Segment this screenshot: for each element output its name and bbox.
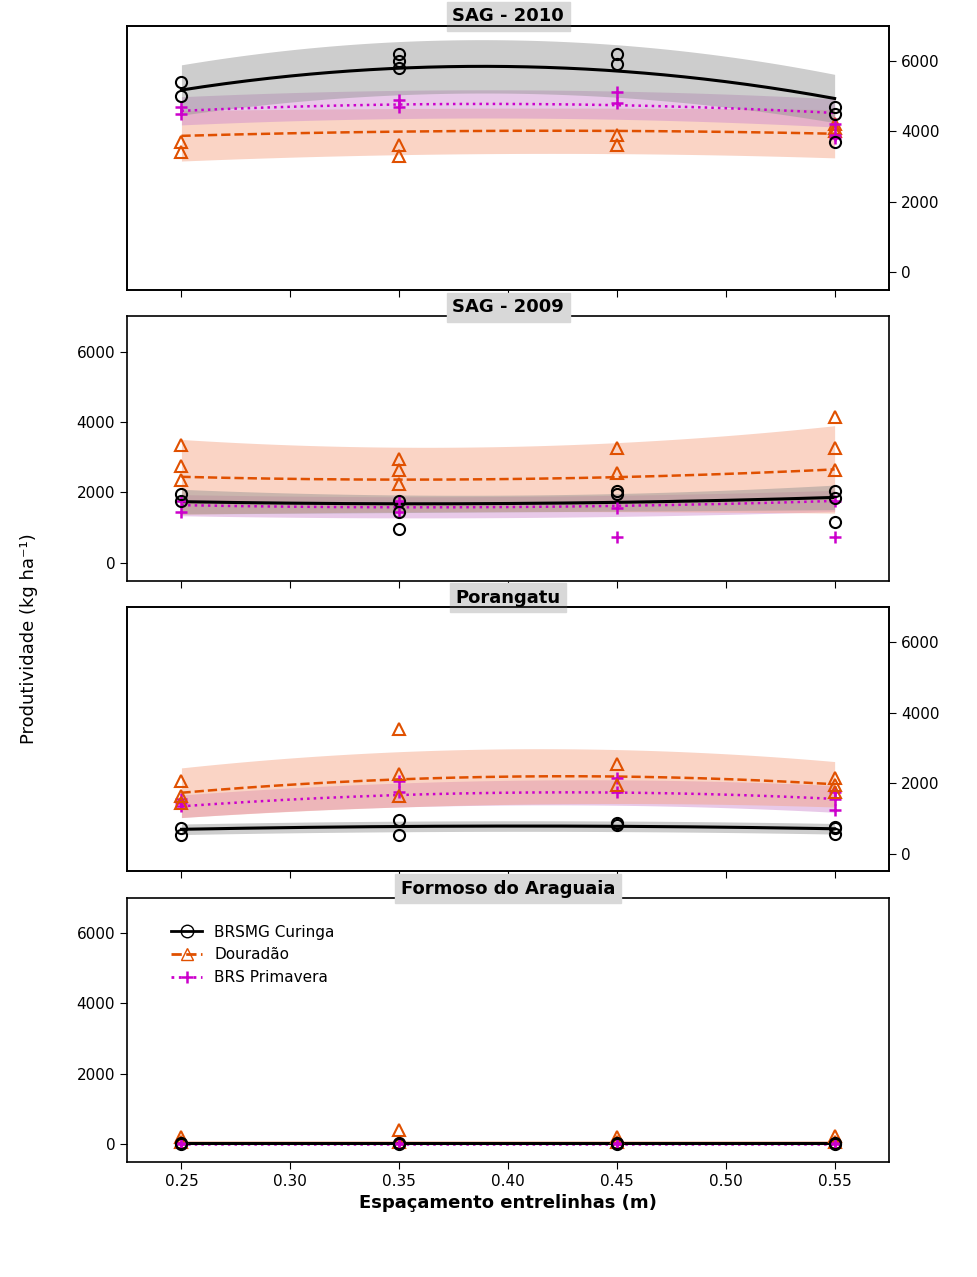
Title: Porangatu: Porangatu	[455, 589, 561, 607]
X-axis label: Espaçamento entrelinhas (m): Espaçamento entrelinhas (m)	[360, 1194, 657, 1212]
Title: SAG - 2010: SAG - 2010	[452, 8, 564, 26]
Legend: BRSMG Curinga, Douradão, BRS Primavera: BRSMG Curinga, Douradão, BRS Primavera	[165, 918, 341, 991]
Text: Produtividade (kg ha⁻¹): Produtividade (kg ha⁻¹)	[21, 533, 38, 744]
Title: Formoso do Araguaia: Formoso do Araguaia	[401, 880, 616, 898]
Title: SAG - 2009: SAG - 2009	[452, 298, 564, 317]
